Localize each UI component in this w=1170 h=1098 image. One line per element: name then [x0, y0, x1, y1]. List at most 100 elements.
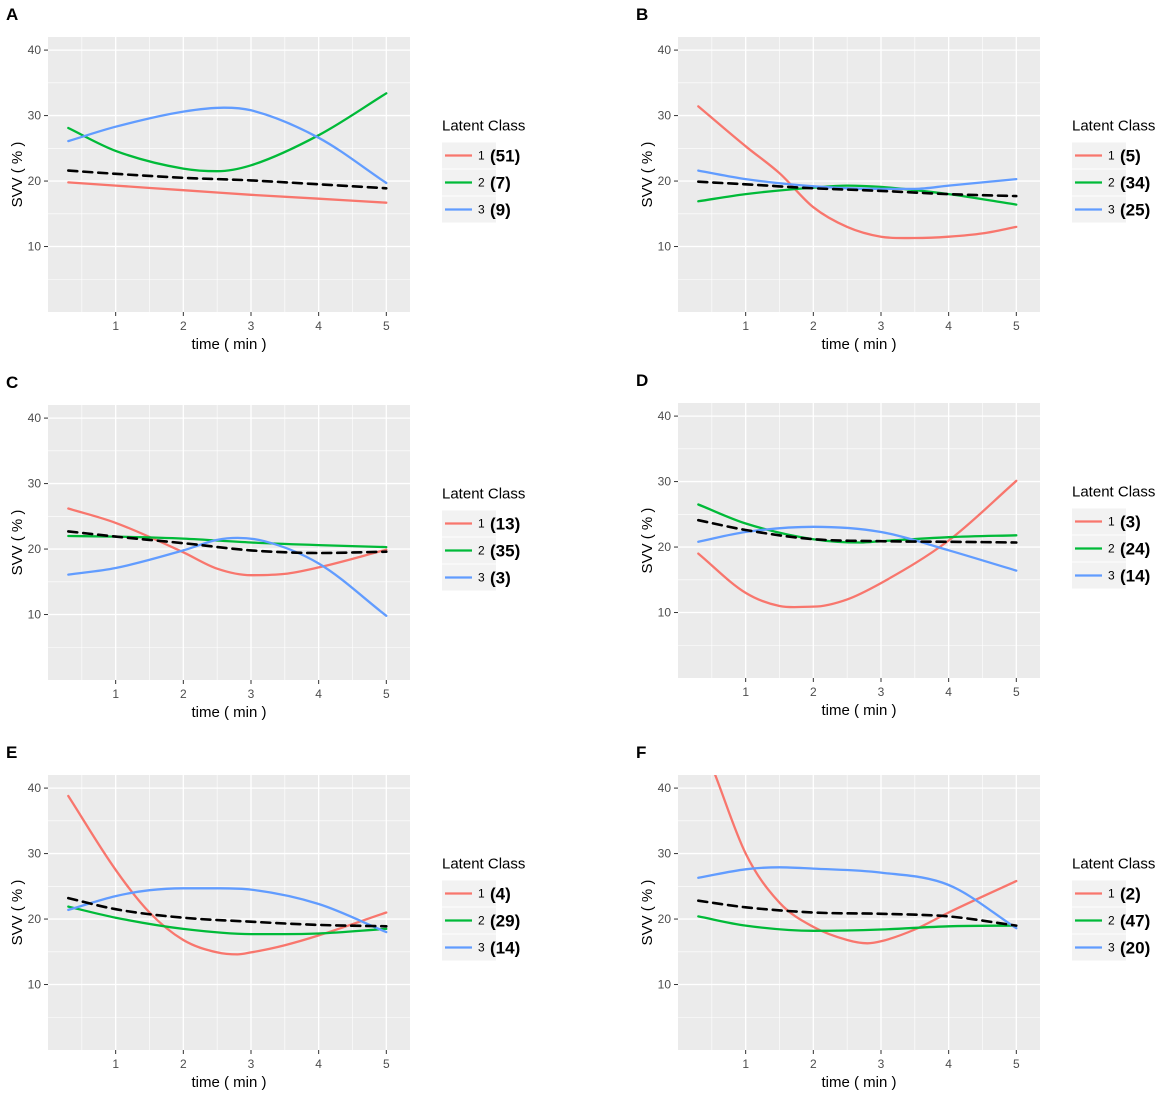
panel-f-x-tick-label: 3 [878, 1057, 885, 1071]
panel-d-legend-title: Latent Class [1072, 484, 1155, 501]
panel-b-line-class-2 [697, 184, 1018, 206]
panel-b-x-tick-label: 4 [945, 319, 952, 333]
panel-c-legend-label-class-1: 1 [478, 517, 485, 531]
panel-c-y-tick-label: 20 [28, 542, 42, 556]
panel-c-line-mean [67, 530, 388, 555]
panel-f-x-tick-label: 1 [742, 1057, 749, 1071]
panel-e-legend-count-class-1: (4) [490, 885, 511, 904]
panel-c-line-class-3 [67, 536, 388, 617]
panel-d-line-class-1 [697, 479, 1018, 609]
panel-d-legend-label-class-3: 3 [1108, 569, 1115, 583]
panel-a-line-class-3 [67, 106, 388, 185]
panel-b-legend-count-class-3: (25) [1120, 201, 1150, 220]
panel-f-legend-count-class-3: (20) [1120, 939, 1150, 958]
panel-f-line-class-2 [697, 915, 1018, 932]
panel-b-line-class-1 [697, 105, 1018, 240]
panel-b-line-mean [697, 180, 1018, 198]
panel-f-line-class-1 [714, 775, 1018, 945]
panel-c-legend: Latent Class 1 (13) 2 (35) 3 (3) [442, 486, 525, 591]
panel-a-line-class-1 [67, 181, 388, 204]
panel-a-x-axis-title: time ( min ) [192, 336, 267, 353]
panel-c-y-tick-label: 30 [28, 477, 42, 491]
panel-b-y-tick-label: 30 [658, 109, 672, 123]
panel-f-line-class-3 [697, 866, 1018, 930]
panel-f-x-axis-title: time ( min ) [822, 1074, 897, 1091]
panel-c-line-class-1 [67, 507, 388, 577]
panel-d-letter: D [636, 371, 648, 390]
panel-e-line-class-1 [67, 794, 388, 956]
panel-e-legend-count-class-3: (14) [490, 939, 520, 958]
panel-c: C 1 2 3 4 5 10 20 30 40 time ( min ) SVV ( % ) Laten… [6, 373, 525, 721]
panel-d-legend-count-class-3: (14) [1120, 567, 1150, 586]
panel-e-y-tick-label: 30 [28, 847, 42, 861]
panel-b-x-tick-label: 5 [1013, 319, 1020, 333]
panel-a-line-class-2 [67, 92, 388, 173]
panel-f-y-tick-label: 30 [658, 847, 672, 861]
panel-a-legend: Latent Class 1 (51) 2 (7) 3 (9) [442, 118, 525, 223]
panel-a-x-tick-label: 1 [112, 319, 119, 333]
panel-c-legend-count-class-1: (13) [490, 515, 520, 534]
panel-c-legend-count-class-3: (3) [490, 569, 511, 588]
panel-e-x-tick-label: 3 [248, 1057, 255, 1071]
panel-d-line-class-2 [697, 503, 1018, 544]
panel-a-plot-background [48, 37, 410, 312]
panel-e-x-axis-title: time ( min ) [192, 1074, 267, 1091]
panel-d-plot-background [678, 403, 1040, 678]
panel-a: A 1 2 3 4 5 10 20 30 40 time ( min ) SVV ( % ) Laten… [6, 5, 525, 353]
panel-f-legend-label-class-3: 3 [1108, 941, 1115, 955]
panel-e-x-tick-label: 2 [180, 1057, 187, 1071]
panel-d-y-tick-label: 10 [658, 606, 672, 620]
panel-b-y-tick-label: 40 [658, 43, 672, 57]
panel-a-y-tick-label: 30 [28, 109, 42, 123]
panel-f-legend-title: Latent Class [1072, 856, 1155, 873]
panel-f-line-mean [697, 899, 1018, 927]
panel-c-legend-title: Latent Class [442, 486, 525, 503]
panel-b-legend-count-class-1: (5) [1120, 147, 1141, 166]
panel-f-y-tick-label: 20 [658, 912, 672, 926]
panel-f-y-tick-label: 40 [658, 781, 672, 795]
panel-e-y-axis-title: SVV ( % ) [9, 880, 26, 946]
panel-b-legend-count-class-2: (34) [1120, 174, 1150, 193]
panel-c-legend-label-class-2: 2 [478, 544, 485, 558]
panel-c-legend-count-class-2: (35) [490, 542, 520, 561]
panel-e: E 1 2 3 4 5 10 20 30 40 time ( min ) SVV ( % ) Laten… [6, 743, 525, 1091]
panel-b-y-tick-label: 20 [658, 174, 672, 188]
panel-d-y-axis-title: SVV ( % ) [639, 508, 656, 574]
panel-b-legend-label-class-2: 2 [1108, 176, 1115, 190]
panel-c-y-axis-title: SVV ( % ) [9, 510, 26, 576]
panel-e-legend-count-class-2: (29) [490, 912, 520, 931]
panel-e-x-tick-label: 5 [383, 1057, 390, 1071]
panel-e-y-tick-label: 40 [28, 781, 42, 795]
panel-d-legend: Latent Class 1 (3) 2 (24) 3 (14) [1072, 484, 1155, 589]
panel-e-letter: E [6, 743, 17, 762]
panel-d-y-tick-label: 40 [658, 409, 672, 423]
panel-a-letter: A [6, 5, 18, 24]
panel-f-x-tick-label: 2 [810, 1057, 817, 1071]
panel-c-legend-label-class-3: 3 [478, 571, 485, 585]
panel-a-line-mean [67, 169, 388, 190]
panel-c-x-tick-label: 4 [315, 687, 322, 701]
panel-f-letter: F [636, 743, 646, 762]
panel-f-legend: Latent Class 1 (2) 2 (47) 3 (20) [1072, 856, 1155, 961]
panel-d-legend-label-class-1: 1 [1108, 515, 1115, 529]
panel-f-series-group [697, 775, 1018, 945]
panel-f-plot-background [678, 775, 1040, 1050]
panel-d-line-mean [697, 518, 1018, 544]
panel-d-legend-count-class-1: (3) [1120, 513, 1141, 532]
panel-c-y-tick-label: 40 [28, 411, 42, 425]
panel-e-line-class-3 [67, 887, 388, 934]
panel-d-x-tick-label: 5 [1013, 685, 1020, 699]
panel-e-legend: Latent Class 1 (4) 2 (29) 3 (14) [442, 856, 525, 961]
panel-b-letter: B [636, 5, 648, 24]
panel-c-x-tick-label: 5 [383, 687, 390, 701]
panel-a-x-tick-label: 4 [315, 319, 322, 333]
panel-f-x-tick-label: 4 [945, 1057, 952, 1071]
panel-b-x-tick-label: 2 [810, 319, 817, 333]
panel-f-y-tick-label: 10 [658, 978, 672, 992]
panel-f: F 1 2 3 4 5 10 20 30 40 time ( min ) SVV ( % ) Laten… [636, 743, 1155, 1091]
panel-a-x-tick-label: 3 [248, 319, 255, 333]
panel-b-x-tick-label: 1 [742, 319, 749, 333]
panel-d-x-tick-label: 2 [810, 685, 817, 699]
panel-d-x-axis-title: time ( min ) [822, 702, 897, 719]
